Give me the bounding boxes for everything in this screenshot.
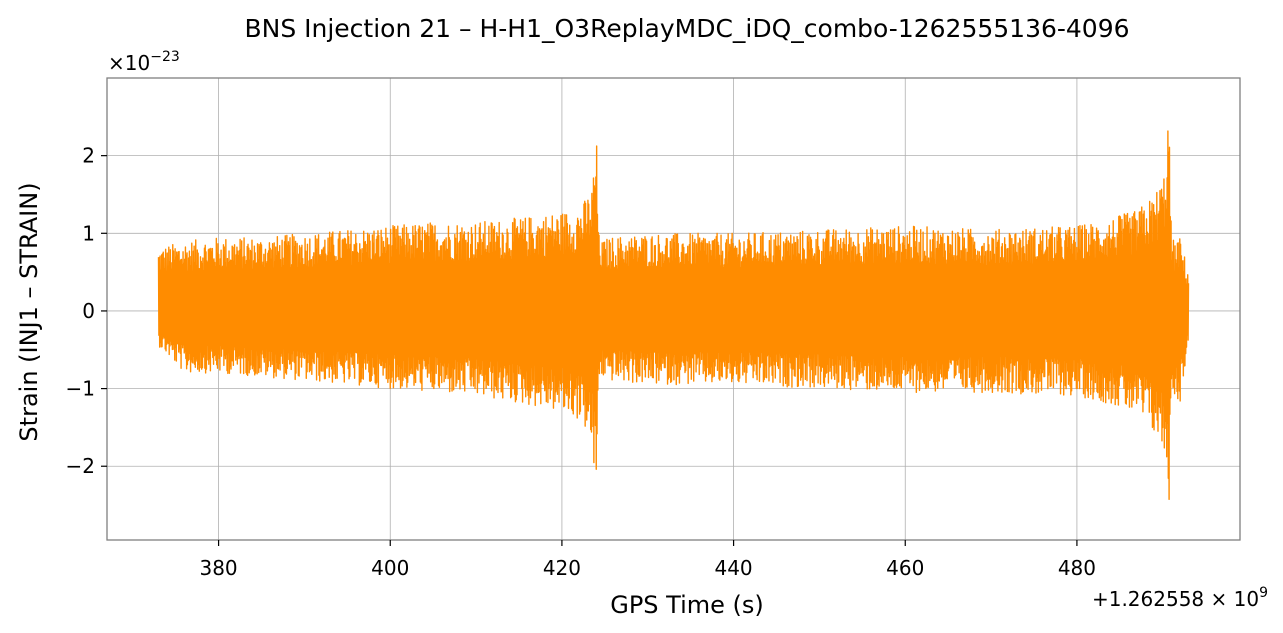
y-axis-multiplier: ×10−23 bbox=[108, 49, 180, 75]
strain-series-line bbox=[157, 130, 1190, 501]
x-axis-offset: +1.262558 × 109 bbox=[1092, 585, 1268, 611]
x-axis-ticks: 380 400 420 440 460 480 bbox=[199, 540, 1096, 580]
x-tick-label: 440 bbox=[714, 556, 752, 580]
y-tick-label: −1 bbox=[66, 377, 95, 401]
x-tick-label: 420 bbox=[543, 556, 581, 580]
y-tick-label: 1 bbox=[82, 221, 95, 245]
chart-title: BNS Injection 21 – H-H1_O3ReplayMDC_iDQ_… bbox=[244, 14, 1129, 43]
plot-area-frame bbox=[106, 77, 1241, 541]
y-tick-label: 2 bbox=[82, 144, 95, 168]
y-axis-title: Strain (INJ1 – STRAIN) bbox=[15, 182, 43, 441]
x-tick-label: 400 bbox=[371, 556, 409, 580]
x-tick-label: 480 bbox=[1058, 556, 1096, 580]
y-tick-label: −2 bbox=[66, 454, 95, 478]
x-axis-title: GPS Time (s) bbox=[610, 591, 764, 619]
y-tick-label: 0 bbox=[82, 299, 95, 323]
x-tick-label: 380 bbox=[199, 556, 237, 580]
y-axis-ticks: −2 −1 0 1 2 bbox=[66, 144, 107, 478]
x-tick-label: 460 bbox=[886, 556, 924, 580]
